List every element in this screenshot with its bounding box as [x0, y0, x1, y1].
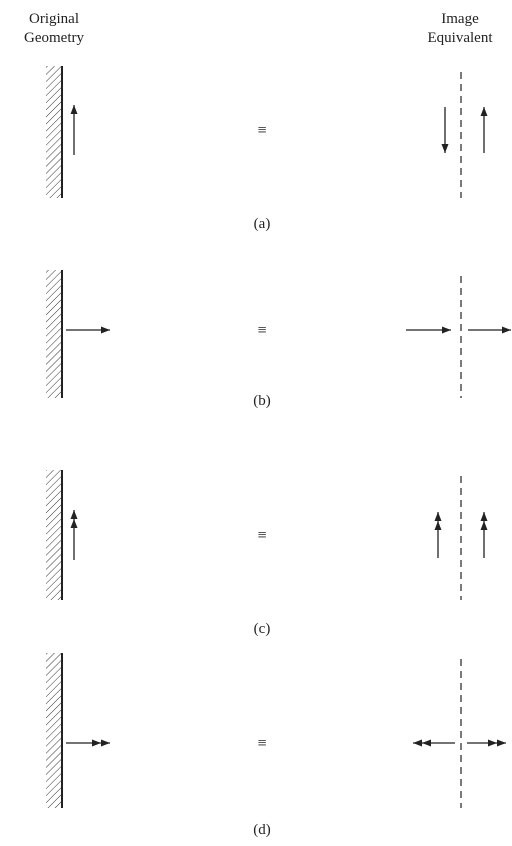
real-source-arrow-head	[502, 326, 511, 334]
ground-plane-hatch	[46, 270, 62, 398]
equivalence-symbol: ≡	[257, 122, 266, 139]
real-source-arrow-head-2	[488, 739, 497, 747]
equivalence-symbol: ≡	[257, 527, 266, 544]
image-equivalent-heading: Image Equivalent	[410, 10, 510, 48]
real-source-arrow-head-2	[480, 521, 488, 530]
image-source-arrow-head	[441, 144, 449, 153]
panel-caption: (c)	[254, 621, 271, 637]
panel-d: ≡ (d)	[46, 653, 506, 838]
image-source-arrow-head-2	[434, 521, 442, 530]
source-arrow-head	[70, 105, 78, 114]
panel-caption: (b)	[253, 393, 271, 409]
panel-a: ≡ (a)	[46, 66, 488, 232]
image-source-arrow-head	[434, 512, 442, 521]
ground-plane-hatch	[46, 470, 62, 600]
source-arrow-head	[101, 739, 110, 747]
real-source-arrow-head	[480, 512, 488, 521]
panel-caption: (d)	[253, 822, 271, 838]
ground-plane-hatch	[46, 653, 62, 808]
source-arrow-head	[101, 326, 110, 334]
image-source-arrow-head	[413, 739, 422, 747]
image-source-arrow-head	[442, 326, 451, 334]
real-source-arrow-head	[497, 739, 506, 747]
real-source-arrow-head	[480, 107, 488, 116]
source-arrow-head-2	[70, 519, 78, 528]
original-geometry-heading-line1: Original	[29, 11, 79, 27]
ground-plane-hatch	[46, 66, 62, 198]
equivalence-symbol: ≡	[257, 735, 266, 752]
source-arrow-head	[70, 510, 78, 519]
panel-b: ≡ (b)	[46, 270, 511, 409]
equivalence-symbol: ≡	[257, 322, 266, 339]
original-geometry-heading: Original Geometry	[4, 10, 104, 48]
source-arrow-head-2	[92, 739, 101, 747]
original-geometry-heading-line2: Geometry	[24, 30, 84, 46]
image-equivalent-heading-line1: Image	[441, 11, 479, 27]
panel-caption: (a)	[254, 216, 271, 232]
image-source-arrow-head-2	[422, 739, 431, 747]
image-equivalent-heading-line2: Equivalent	[427, 30, 493, 46]
panel-c: ≡ (c)	[46, 470, 488, 637]
